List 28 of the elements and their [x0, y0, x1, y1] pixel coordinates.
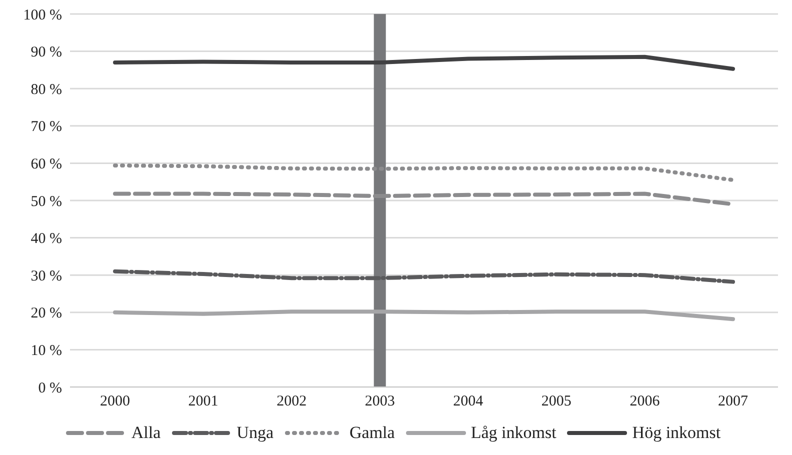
line-series: [113, 269, 735, 284]
y-tick-label: 80 %: [30, 82, 62, 98]
x-tick-label: 2007: [718, 394, 748, 410]
y-tick-label: 90 %: [30, 44, 62, 61]
legend-label: Gamla: [350, 423, 395, 443]
line-series: [113, 54, 735, 71]
x-tick-label: 2002: [276, 394, 307, 410]
y-tick-label: 70 %: [30, 119, 62, 136]
legend-label: Unga: [236, 423, 274, 443]
y-tick-label: 40 %: [30, 231, 62, 248]
y-tick-label: 20 %: [30, 306, 62, 322]
y-tick-label: 100 %: [23, 7, 62, 24]
x-tick-label: 2001: [188, 394, 218, 410]
legend-label: Låg inkomst: [470, 423, 556, 443]
y-tick-label: 10 %: [30, 343, 62, 360]
x-tick-label: 2006: [630, 394, 660, 410]
line-series: [113, 310, 735, 322]
legend-label: Alla: [131, 423, 161, 443]
x-tick-label: 2004: [453, 394, 484, 410]
x-tick-label: 2005: [541, 394, 572, 410]
line-series: [113, 163, 735, 182]
y-tick-label: 30 %: [30, 268, 62, 284]
x-tick-label: 2000: [100, 394, 130, 410]
x-tick-label: 2003: [364, 394, 395, 410]
y-tick-label: 50 %: [30, 194, 62, 210]
y-tick-label: 0 %: [38, 380, 62, 396]
y-tick-label: 60 %: [30, 156, 62, 173]
legend-label: Hög inkomst: [632, 423, 721, 443]
